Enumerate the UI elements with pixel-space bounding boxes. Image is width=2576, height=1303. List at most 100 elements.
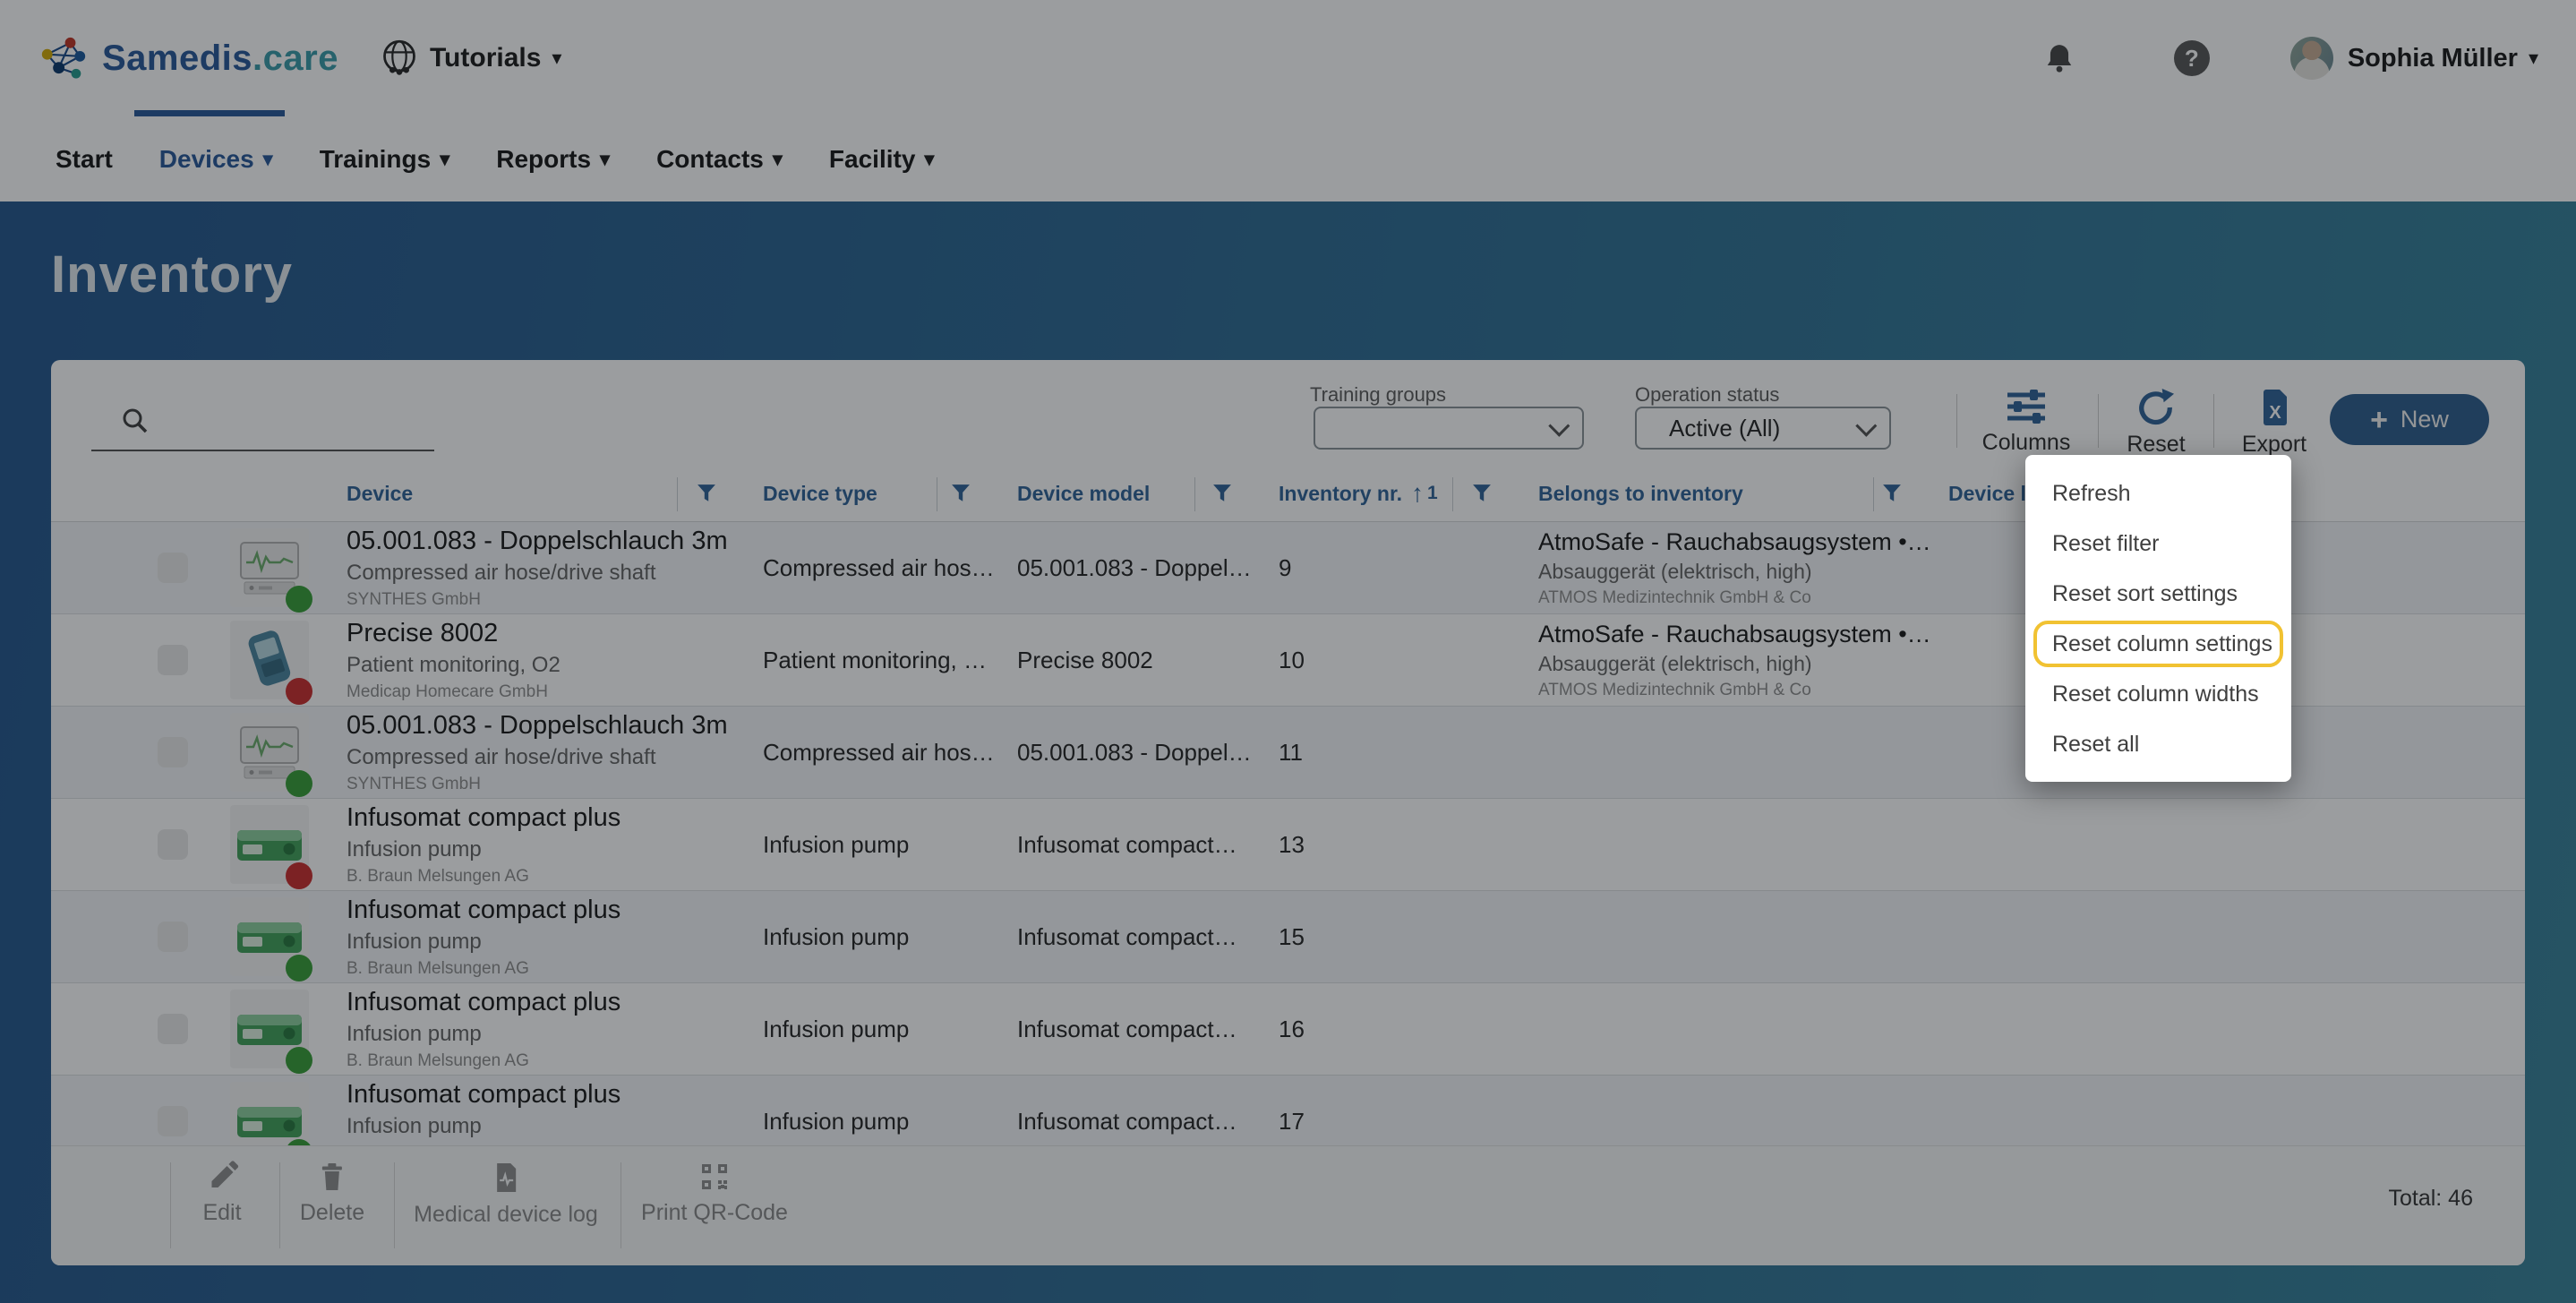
- row-checkbox[interactable]: [158, 737, 188, 767]
- table-row[interactable]: Infusomat compact plus Infusion pump B. …: [51, 891, 2525, 983]
- nav-item-start[interactable]: Start: [56, 144, 113, 173]
- handheld-device-image: [248, 630, 291, 686]
- search-input[interactable]: [91, 412, 434, 451]
- pump-device-image: [237, 830, 302, 861]
- nav-item-contacts[interactable]: Contacts: [656, 145, 783, 174]
- top-bar: Samedis.care Tutorials Sophia Müller: [0, 0, 2576, 116]
- delete-button[interactable]: Delete: [300, 1161, 364, 1226]
- column-header-device-type[interactable]: Device type: [763, 482, 1017, 506]
- row-checkbox[interactable]: [158, 645, 188, 675]
- nav-item-devices[interactable]: Devices: [159, 145, 273, 174]
- device-subtitle: Infusion pump: [347, 1113, 482, 1138]
- inventory-nr-cell: 13: [1279, 830, 1305, 858]
- belongs-to-inventory-name: AtmoSafe - Rauchabsaugsystem •…: [1538, 527, 1931, 555]
- filter-funnel-icon[interactable]: [951, 484, 971, 503]
- device-model-cell: Infusomat compact…: [1017, 830, 1237, 858]
- device-subtitle: Infusion pump: [347, 929, 482, 954]
- column-header-inventory-nr[interactable]: Inventory nr. 1: [1279, 479, 1538, 508]
- filter-funnel-icon[interactable]: [1212, 484, 1232, 503]
- device-name: Infusomat compact plus: [347, 1079, 621, 1109]
- belongs-to-inventory-manufacturer: ATMOS Medizintechnik GmbH & Co: [1538, 680, 1811, 699]
- columns-tune-icon: [2007, 390, 2045, 424]
- status-dot: [286, 1139, 312, 1145]
- menu-item[interactable]: Reset all: [2052, 732, 2140, 757]
- header-divider: [1873, 477, 1874, 511]
- header-divider: [1452, 477, 1453, 511]
- help-button[interactable]: [2173, 40, 2210, 76]
- table-row[interactable]: Infusomat compact plus Infusion pump B. …: [51, 1076, 2525, 1145]
- table-row[interactable]: Precise 8002 Patient monitoring, O2 Medi…: [51, 614, 2525, 707]
- device-image: [230, 897, 312, 982]
- export-excel-icon: X: [2264, 390, 2287, 425]
- notifications-bell-icon[interactable]: [2043, 42, 2075, 74]
- device-image: [230, 990, 312, 1074]
- belongs-to-inventory-subtitle: Absauggerät (elektrisch, high): [1538, 651, 1812, 675]
- device-type-cell: Compressed air hos…: [763, 553, 995, 581]
- new-button[interactable]: New: [2330, 394, 2489, 445]
- column-header-device[interactable]: Device: [347, 482, 763, 506]
- sort-order-badge: 1: [1427, 483, 1438, 503]
- device-name: Infusomat compact plus: [347, 802, 621, 832]
- row-checkbox[interactable]: [158, 922, 188, 952]
- device-subtitle: Compressed air hose/drive shaft: [347, 560, 656, 585]
- device-subtitle: Infusion pump: [347, 1021, 482, 1046]
- menu-item[interactable]: Reset sort settings: [2052, 581, 2238, 606]
- page-title: Inventory: [51, 245, 294, 304]
- inventory-nr-cell: 11: [1279, 738, 1303, 766]
- device-type-cell: Infusion pump: [763, 1107, 910, 1135]
- svg-text:X: X: [2269, 403, 2281, 423]
- qr-code-icon: [701, 1164, 727, 1189]
- brand[interactable]: Samedis.care: [38, 0, 338, 116]
- actionbar-divider: [394, 1162, 395, 1248]
- inventory-nr-cell: 17: [1279, 1107, 1305, 1135]
- menu-item[interactable]: Reset filter: [2052, 531, 2160, 556]
- table-row[interactable]: Infusomat compact plus Infusion pump B. …: [51, 799, 2525, 891]
- toolbar-divider: [1956, 394, 1957, 448]
- device-subtitle: Compressed air hose/drive shaft: [347, 744, 656, 769]
- monitor-device-image: [240, 726, 299, 779]
- export-button[interactable]: X Export: [2207, 389, 2341, 458]
- reset-refresh-icon: [2139, 389, 2175, 425]
- reset-button[interactable]: Reset: [2089, 389, 2223, 458]
- delete-trash-icon: [321, 1163, 342, 1190]
- toolbar-divider: [2213, 394, 2214, 448]
- user-name[interactable]: Sophia Müller: [2347, 43, 2518, 73]
- tutorials-menu[interactable]: Tutorials: [380, 39, 562, 78]
- device-image: [230, 528, 312, 613]
- columns-button[interactable]: Columns: [1959, 389, 2093, 456]
- row-checkbox[interactable]: [158, 1014, 188, 1044]
- row-checkbox[interactable]: [158, 1106, 188, 1136]
- belongs-to-inventory-name: AtmoSafe - Rauchabsaugsystem •…: [1538, 620, 1931, 647]
- device-type-cell: Infusion pump: [763, 830, 910, 858]
- status-dot: [286, 678, 312, 705]
- nav-item-facility[interactable]: Facility: [829, 145, 935, 174]
- table-row[interactable]: Infusomat compact plus Infusion pump B. …: [51, 983, 2525, 1076]
- row-checkbox[interactable]: [158, 829, 188, 860]
- device-name: Precise 8002: [347, 618, 499, 647]
- row-checkbox[interactable]: [158, 553, 188, 583]
- status-dot: [286, 955, 312, 982]
- menu-item[interactable]: Refresh: [2052, 481, 2131, 506]
- training-groups-label: Training groups: [1310, 383, 1447, 406]
- filter-funnel-icon[interactable]: [1472, 484, 1492, 503]
- edit-button[interactable]: Edit: [202, 1161, 242, 1226]
- operation-status-label: Operation status: [1635, 383, 1780, 406]
- brand-text: Samedis.care: [102, 38, 338, 78]
- operation-status-select[interactable]: Active (All): [1635, 407, 1891, 450]
- menu-item[interactable]: Reset column widths: [2052, 682, 2259, 707]
- filter-funnel-icon[interactable]: [1882, 484, 1902, 503]
- training-groups-select[interactable]: [1314, 407, 1584, 450]
- device-image: [230, 1082, 312, 1145]
- device-model-cell: Infusomat compact…: [1017, 922, 1237, 950]
- column-header-device-model[interactable]: Device model: [1017, 482, 1279, 506]
- nav-item-reports[interactable]: Reports: [496, 145, 610, 174]
- user-avatar[interactable]: [2289, 37, 2333, 80]
- medical-device-log-button[interactable]: Medical device log: [414, 1161, 598, 1228]
- toolbar-divider: [2098, 394, 2099, 448]
- filter-funnel-icon[interactable]: [697, 484, 716, 503]
- print-qr-code-button[interactable]: Print QR-Code: [641, 1161, 788, 1226]
- nav-item-trainings[interactable]: Trainings: [320, 145, 450, 174]
- menu-item[interactable]: Reset column settings: [2025, 619, 2291, 669]
- column-header-belongs-to-inventory[interactable]: Belongs to inventory: [1538, 482, 1948, 506]
